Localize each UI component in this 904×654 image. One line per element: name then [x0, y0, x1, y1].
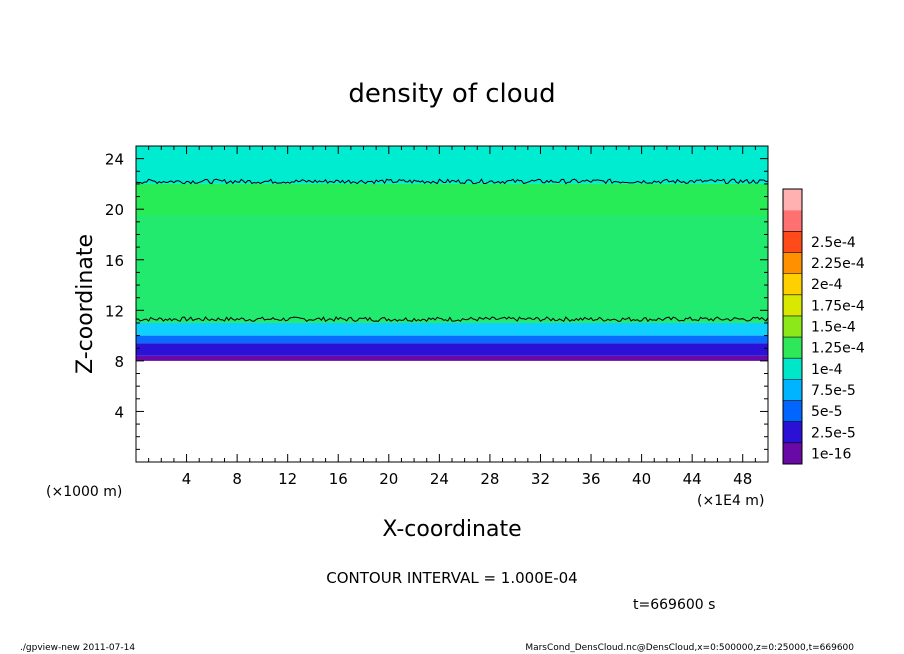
- chart-title: density of cloud: [348, 79, 555, 109]
- x-axis-label: X-coordinate: [382, 517, 521, 542]
- colorbar-segment: [783, 379, 802, 401]
- contour-interval-label: CONTOUR INTERVAL = 1.000E-04: [326, 569, 577, 587]
- colorbar-segment: [783, 273, 802, 295]
- x-tick-label: 48: [733, 470, 752, 488]
- time-label: t=669600 s: [633, 597, 715, 613]
- density-band: [136, 215, 768, 323]
- colorbar-label: 2e-4: [811, 277, 843, 293]
- y-tick-label: 4: [114, 403, 124, 421]
- x-tick-label: 28: [480, 470, 499, 488]
- contour-line: [135, 178, 769, 185]
- y-unit-label: (×1000 m): [46, 484, 122, 500]
- colorbar-segment: [783, 442, 802, 464]
- colorbar-label: 1.75e-4: [811, 298, 865, 314]
- colorbar-segment: [783, 421, 802, 443]
- x-axis-ticks: 4 8 12 16 20 24 28 32 36 40 44 48: [148, 146, 756, 488]
- contour-line: [135, 316, 769, 323]
- colorbar-label: 5e-5: [811, 404, 842, 420]
- y-tick-label: 20: [105, 201, 124, 219]
- y-tick-label: 8: [114, 353, 124, 371]
- y-tick-label: 24: [105, 151, 124, 169]
- density-band: [136, 322, 768, 336]
- y-tick-label: 16: [105, 252, 124, 270]
- colorbar-segment: [783, 400, 802, 422]
- x-tick-label: 16: [329, 470, 348, 488]
- colorbar-segment: [783, 337, 802, 359]
- y-axis-label: Z-coordinate: [73, 234, 98, 374]
- x-tick-label: 20: [379, 470, 398, 488]
- colorbar-segment: [783, 358, 802, 380]
- x-tick-label: 40: [632, 470, 651, 488]
- footer-left: ./gpview-new 2011-07-14: [20, 643, 136, 653]
- colorbar-label: 2.25e-4: [811, 256, 865, 272]
- colorbar-segment: [783, 294, 802, 316]
- colorbar-segment: [783, 315, 802, 338]
- contour-lines: [135, 178, 769, 323]
- colorbar-segment: [783, 210, 802, 232]
- x-tick-label: 24: [430, 470, 449, 488]
- x-unit-label: (×1E4 m): [697, 493, 764, 509]
- colorbar: 1e-16 2.5e-5 5e-5 7.5e-5 1e-4 1.25e-4 1.5e-4 1.…: [782, 188, 865, 465]
- density-band: [136, 183, 768, 216]
- density-band: [136, 146, 768, 184]
- x-tick-label: 32: [531, 470, 550, 488]
- density-band: [136, 355, 768, 361]
- x-tick-label: 36: [581, 470, 600, 488]
- y-tick-label: 12: [105, 302, 124, 320]
- colorbar-label: 1.25e-4: [811, 341, 865, 357]
- y-axis-ticks: 4 8 12 16 20 24: [105, 151, 768, 450]
- footer-right: MarsCond_DensCloud.nc@DensCloud,x=0:5000…: [525, 643, 854, 653]
- density-band: [136, 335, 768, 344]
- colorbar-label: 2.5e-5: [811, 425, 856, 441]
- colorbar-label: 7.5e-5: [811, 383, 856, 399]
- colorbar-label: 1.5e-4: [811, 320, 856, 336]
- density-field: [136, 146, 768, 361]
- colorbar-label: 2.5e-4: [811, 235, 856, 251]
- x-tick-label: 12: [278, 470, 297, 488]
- colorbar-segment: [783, 252, 802, 274]
- colorbar-label: 1e-16: [811, 446, 851, 462]
- x-tick-label: 8: [232, 470, 242, 488]
- colorbar-label: 1e-4: [811, 362, 843, 378]
- density-band: [136, 343, 768, 356]
- colorbar-segment: [783, 189, 802, 211]
- colorbar-frame: [782, 188, 803, 465]
- x-tick-label: 4: [182, 470, 192, 488]
- colorbar-segment: [783, 231, 802, 253]
- x-tick-label: 44: [683, 470, 702, 488]
